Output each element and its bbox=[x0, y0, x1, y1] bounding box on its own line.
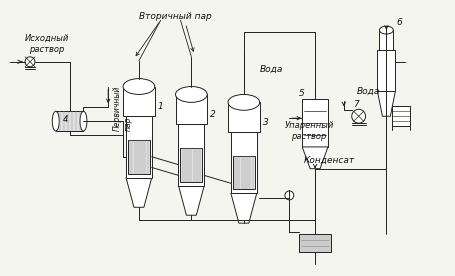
Ellipse shape bbox=[25, 57, 35, 67]
Bar bbox=[302, 99, 328, 147]
Bar bbox=[392, 106, 410, 126]
Text: 4: 4 bbox=[63, 115, 68, 124]
Polygon shape bbox=[126, 177, 152, 207]
Ellipse shape bbox=[352, 109, 366, 123]
Text: 7: 7 bbox=[353, 100, 359, 109]
Text: Конденсат: Конденсат bbox=[303, 156, 354, 165]
Polygon shape bbox=[178, 185, 204, 215]
Text: 2: 2 bbox=[210, 110, 216, 119]
Ellipse shape bbox=[52, 111, 59, 131]
Bar bbox=[56, 111, 83, 131]
Ellipse shape bbox=[123, 79, 155, 94]
Text: 1: 1 bbox=[158, 102, 163, 111]
Ellipse shape bbox=[228, 94, 260, 110]
Bar bbox=[126, 116, 152, 177]
Text: Первичный
пар: Первичный пар bbox=[113, 86, 132, 131]
Ellipse shape bbox=[379, 26, 393, 34]
Text: Упаренный
раствор: Упаренный раствор bbox=[284, 121, 334, 141]
Bar bbox=[123, 86, 155, 116]
Text: 5: 5 bbox=[298, 89, 304, 98]
Bar bbox=[231, 132, 257, 193]
Polygon shape bbox=[231, 193, 257, 223]
Text: 6: 6 bbox=[396, 18, 402, 27]
Ellipse shape bbox=[285, 191, 294, 200]
Bar bbox=[379, 30, 393, 50]
Bar bbox=[233, 156, 255, 190]
Bar bbox=[56, 111, 83, 131]
Text: Вода: Вода bbox=[260, 65, 283, 74]
Polygon shape bbox=[378, 91, 395, 116]
Text: Исходный
раствор: Исходный раствор bbox=[25, 34, 69, 54]
Bar bbox=[378, 50, 395, 91]
Bar bbox=[128, 140, 150, 174]
Text: 3: 3 bbox=[263, 118, 268, 127]
Ellipse shape bbox=[176, 86, 207, 102]
Text: Вода: Вода bbox=[357, 87, 380, 96]
Bar bbox=[181, 148, 202, 182]
Bar bbox=[299, 234, 331, 252]
Ellipse shape bbox=[80, 111, 87, 131]
Bar bbox=[228, 102, 260, 132]
Bar bbox=[176, 94, 207, 124]
Text: Вторичный пар: Вторичный пар bbox=[139, 12, 212, 21]
Polygon shape bbox=[302, 147, 328, 169]
Bar bbox=[178, 124, 204, 185]
